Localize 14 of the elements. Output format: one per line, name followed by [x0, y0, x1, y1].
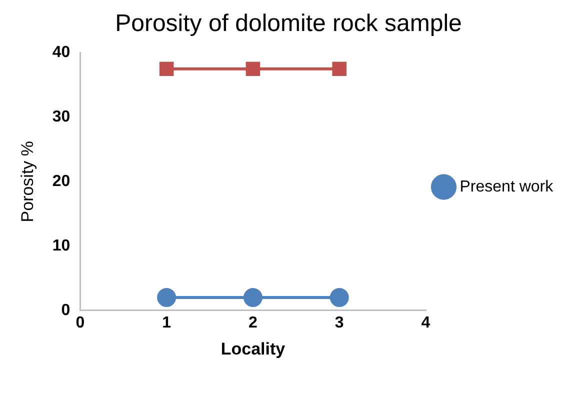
x-tick-label: 0	[76, 314, 85, 332]
y-tick-label: 30	[52, 108, 70, 126]
x-tick-label: 1	[162, 314, 172, 332]
x-tick-label: 2	[248, 314, 258, 332]
x-axis-title: Locality	[220, 339, 286, 358]
y-tick-label: 40	[52, 44, 70, 62]
x-tick-label: 3	[334, 314, 344, 332]
y-tick-label: 0	[61, 302, 70, 319]
legend-label: Present work	[460, 178, 554, 196]
x-tick-label: 4	[421, 314, 430, 332]
y-axis-title: Porosity %	[18, 140, 37, 222]
y-tick-label: 20	[52, 173, 70, 190]
chart-title: Porosity of dolomite rock sample	[115, 10, 462, 38]
y-tick-label: 10	[52, 237, 70, 254]
